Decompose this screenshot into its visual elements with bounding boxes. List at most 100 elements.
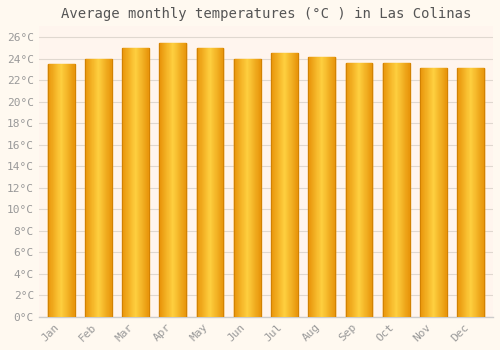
Bar bbox=[324, 57, 325, 317]
Bar bbox=[356, 63, 357, 317]
Bar bbox=[334, 57, 335, 317]
Bar bbox=[288, 53, 289, 317]
Bar bbox=[387, 63, 388, 317]
Bar bbox=[289, 53, 290, 317]
Bar bbox=[131, 48, 132, 317]
Bar bbox=[140, 48, 141, 317]
Bar bbox=[398, 63, 399, 317]
Bar bbox=[248, 58, 249, 317]
Bar bbox=[199, 48, 200, 317]
Bar bbox=[223, 48, 224, 317]
Bar bbox=[296, 53, 297, 317]
Bar bbox=[293, 53, 294, 317]
Bar bbox=[136, 48, 137, 317]
Bar bbox=[352, 63, 353, 317]
Bar bbox=[286, 53, 287, 317]
Bar bbox=[402, 63, 403, 317]
Bar bbox=[139, 48, 140, 317]
Bar bbox=[173, 43, 174, 317]
Bar bbox=[70, 64, 71, 317]
Bar bbox=[476, 68, 477, 317]
Bar bbox=[291, 53, 292, 317]
Bar bbox=[234, 58, 235, 317]
Bar bbox=[181, 43, 182, 317]
Bar bbox=[405, 63, 406, 317]
Bar bbox=[58, 64, 59, 317]
Bar bbox=[51, 64, 52, 317]
Bar bbox=[394, 63, 395, 317]
Bar bbox=[446, 68, 447, 317]
Bar bbox=[463, 68, 464, 317]
Bar bbox=[243, 58, 244, 317]
Bar bbox=[433, 68, 434, 317]
Bar bbox=[237, 58, 238, 317]
Bar bbox=[470, 68, 472, 317]
Bar bbox=[323, 57, 324, 317]
Bar bbox=[331, 57, 332, 317]
Bar bbox=[392, 63, 393, 317]
Bar bbox=[277, 53, 278, 317]
Bar bbox=[132, 48, 133, 317]
Bar bbox=[128, 48, 129, 317]
Bar bbox=[443, 68, 444, 317]
Bar bbox=[206, 48, 207, 317]
Bar bbox=[127, 48, 128, 317]
Bar bbox=[216, 48, 217, 317]
Bar bbox=[430, 68, 431, 317]
Bar bbox=[57, 64, 58, 317]
Bar bbox=[210, 48, 211, 317]
Bar bbox=[444, 68, 446, 317]
Bar bbox=[125, 48, 126, 317]
Bar bbox=[185, 43, 186, 317]
Bar bbox=[422, 68, 423, 317]
Bar bbox=[183, 43, 184, 317]
Bar bbox=[148, 48, 149, 317]
Bar bbox=[358, 63, 359, 317]
Bar bbox=[464, 68, 465, 317]
Bar bbox=[215, 48, 216, 317]
Bar bbox=[432, 68, 433, 317]
Bar bbox=[317, 57, 318, 317]
Bar bbox=[280, 53, 281, 317]
Bar bbox=[279, 53, 280, 317]
Bar bbox=[435, 68, 436, 317]
Bar bbox=[421, 68, 422, 317]
Bar bbox=[257, 58, 258, 317]
Bar bbox=[330, 57, 331, 317]
Bar bbox=[97, 58, 98, 317]
Bar bbox=[147, 48, 148, 317]
Bar bbox=[245, 58, 246, 317]
Bar bbox=[130, 48, 131, 317]
Bar bbox=[364, 63, 365, 317]
Bar bbox=[214, 48, 215, 317]
Bar bbox=[399, 63, 400, 317]
Bar bbox=[287, 53, 288, 317]
Bar bbox=[271, 53, 272, 317]
Bar bbox=[63, 64, 64, 317]
Bar bbox=[133, 48, 134, 317]
Bar bbox=[129, 48, 130, 317]
Bar bbox=[400, 63, 401, 317]
Bar bbox=[137, 48, 138, 317]
Bar bbox=[178, 43, 180, 317]
Bar bbox=[250, 58, 251, 317]
Bar bbox=[395, 63, 396, 317]
Bar bbox=[197, 48, 198, 317]
Bar bbox=[348, 63, 349, 317]
Bar bbox=[321, 57, 322, 317]
Bar bbox=[369, 63, 370, 317]
Bar bbox=[285, 53, 286, 317]
Bar bbox=[169, 43, 170, 317]
Bar bbox=[142, 48, 143, 317]
Bar bbox=[469, 68, 470, 317]
Bar bbox=[346, 63, 347, 317]
Bar bbox=[238, 58, 240, 317]
Bar bbox=[236, 58, 237, 317]
Bar bbox=[55, 64, 56, 317]
Bar bbox=[423, 68, 424, 317]
Bar bbox=[88, 58, 90, 317]
Bar bbox=[393, 63, 394, 317]
Bar bbox=[53, 64, 54, 317]
Bar bbox=[213, 48, 214, 317]
Bar bbox=[56, 64, 57, 317]
